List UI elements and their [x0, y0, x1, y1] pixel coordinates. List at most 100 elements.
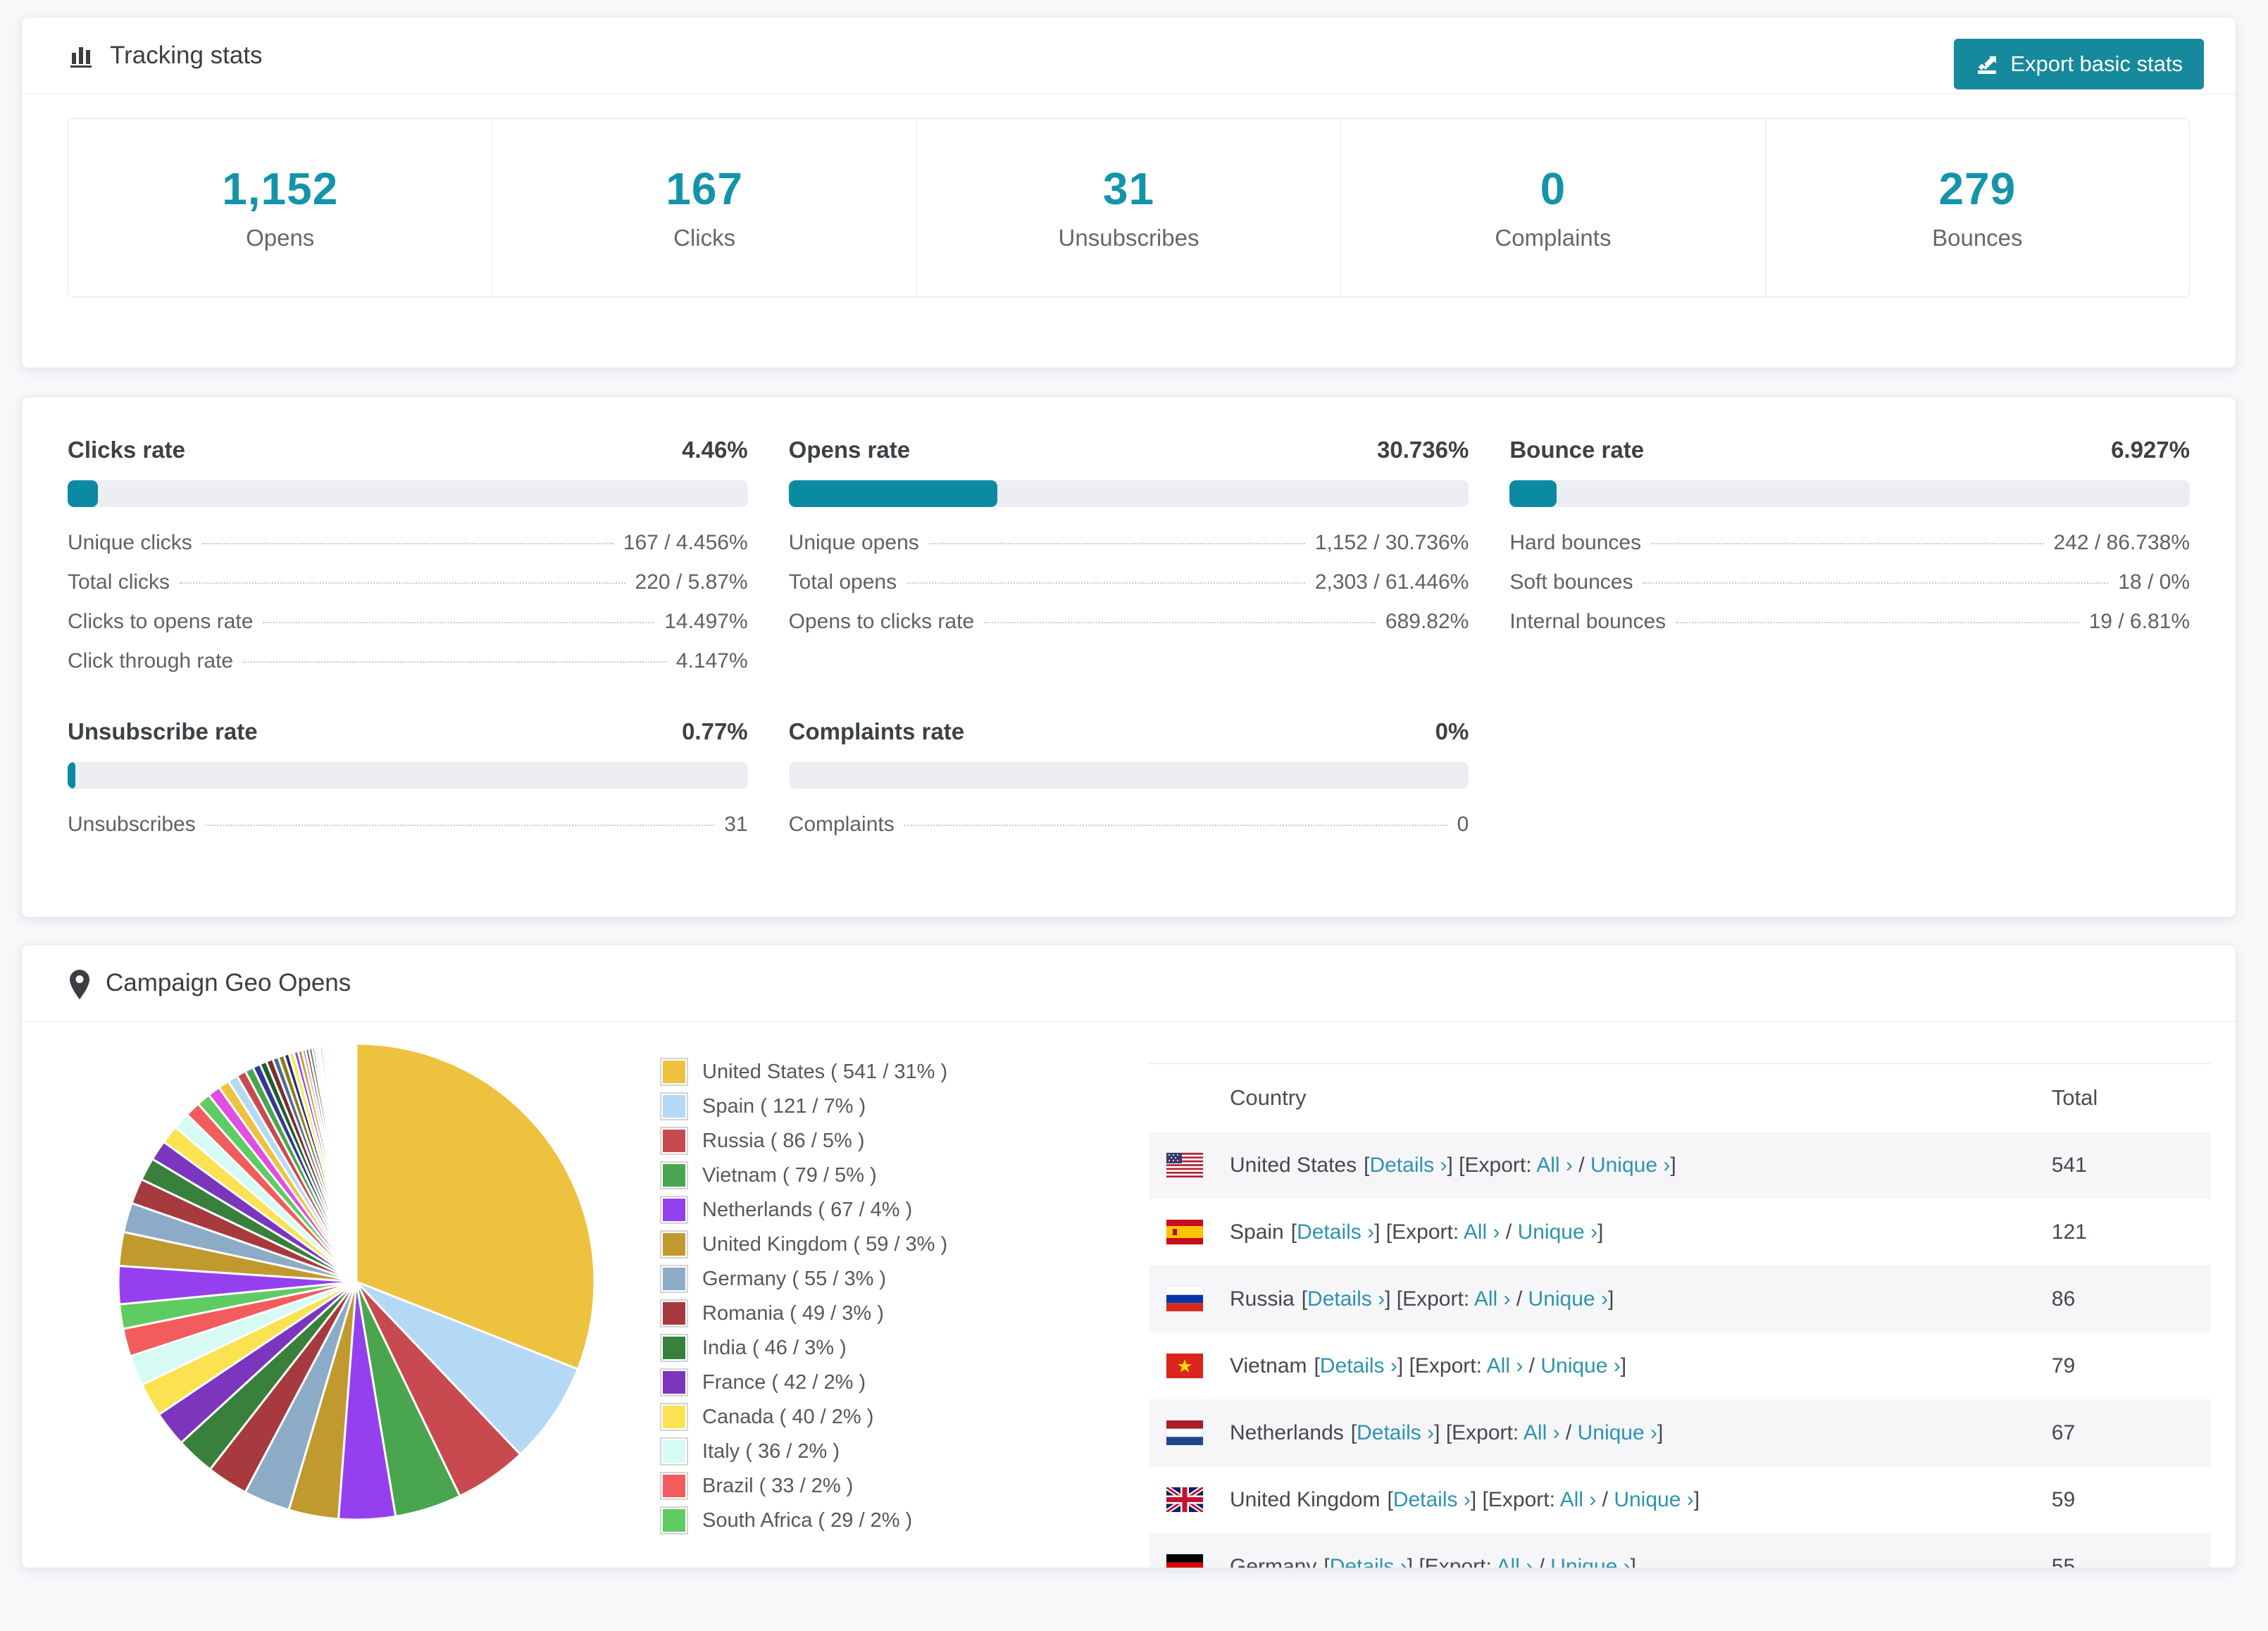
metric-row: Complaints 0: [788, 813, 1469, 836]
column-header-country: Country: [1230, 1085, 1307, 1110]
flag-us-icon: [1166, 1153, 1203, 1177]
country-name: Germany: [1230, 1554, 1317, 1568]
legend-swatch: [660, 1506, 688, 1535]
export-all-link[interactable]: All ›: [1559, 1487, 1597, 1511]
progress-bar: [1509, 480, 2190, 507]
stat-value: 31: [1102, 163, 1155, 214]
country-name: Netherlands: [1230, 1420, 1344, 1444]
progress-bar: [788, 480, 1469, 507]
metric-row: Clicks to opens rate 14.497%: [68, 610, 748, 633]
rate-value: 4.46%: [682, 437, 748, 463]
export-all-link[interactable]: All ›: [1463, 1220, 1500, 1244]
country-name: Vietnam: [1230, 1354, 1307, 1377]
details-link[interactable]: Details ›: [1319, 1354, 1397, 1377]
stat-complaints: 0 Complaints: [1340, 119, 1764, 296]
rate-title: Unsubscribe rate: [68, 718, 258, 744]
rate-title: Clicks rate: [68, 437, 185, 463]
export-all-link[interactable]: All ›: [1473, 1287, 1511, 1311]
export-unique-link[interactable]: Unique ›: [1590, 1153, 1671, 1177]
details-link[interactable]: Details ›: [1392, 1487, 1471, 1511]
country-name: United States: [1230, 1153, 1357, 1177]
legend-item: Canada ( 40 / 2% ): [659, 1402, 1054, 1432]
stat-unsubscribes: 31 Unsubscribes: [916, 119, 1340, 296]
details-link[interactable]: Details ›: [1329, 1554, 1407, 1568]
rate-block-complaints-rate: Complaints rate 0% Complaints 0: [788, 718, 1469, 836]
tracking-stats-header: Tracking stats Export basic stats: [22, 18, 2236, 94]
export-all-link[interactable]: All ›: [1496, 1554, 1533, 1568]
legend-item: Russia ( 86 / 5% ): [659, 1126, 1054, 1156]
legend-item: France ( 42 / 2% ): [659, 1368, 1054, 1397]
geo-country-table: Country Total United States [Details ›] […: [1149, 1063, 2211, 1568]
legend-swatch: [660, 1437, 688, 1466]
progress-bar: [68, 480, 748, 507]
table-row-es: Spain [Details ›] [Export: All › / Unique…: [1149, 1199, 2211, 1266]
metric-row: Opens to clicks rate 689.82%: [788, 610, 1469, 633]
stat-clicks: 167 Clicks: [492, 119, 916, 296]
export-unique-link[interactable]: Unique ›: [1577, 1420, 1658, 1444]
details-link[interactable]: Details ›: [1297, 1220, 1375, 1244]
export-unique-link[interactable]: Unique ›: [1550, 1554, 1631, 1568]
flag-de-icon: [1166, 1554, 1203, 1568]
geo-pie-legend: United States ( 541 / 31% ) Spain ( 121 …: [659, 1057, 1054, 1540]
stat-label: Clicks: [673, 225, 736, 251]
table-row-gb: United Kingdom [Details ›] [Export: All ›…: [1149, 1466, 2211, 1533]
flag-nl-icon: [1166, 1420, 1203, 1445]
country-name: United Kingdom: [1230, 1487, 1381, 1511]
rates-card: Clicks rate 4.46% Unique clicks 167 / 4.…: [21, 396, 2236, 918]
metric-row: Click through rate 4.147%: [68, 649, 748, 673]
stats-row: 1,152 Opens 167 Clicks 31 Unsubscribes 0…: [68, 118, 2190, 297]
legend-swatch: [660, 1161, 688, 1189]
legend-swatch: [660, 1368, 688, 1396]
rate-value: 30.736%: [1377, 437, 1469, 463]
stat-bounces: 279 Bounces: [1764, 119, 2189, 296]
legend-swatch: [660, 1403, 688, 1431]
metric-row: Hard bounces 242 / 86.738%: [1509, 531, 2190, 554]
metric-row: Total opens 2,303 / 61.446%: [788, 570, 1469, 594]
rate-title: Opens rate: [788, 437, 911, 463]
flag-vn-icon: [1166, 1354, 1203, 1378]
legend-item: Vietnam ( 79 / 5% ): [659, 1161, 1054, 1190]
export-unique-link[interactable]: Unique ›: [1614, 1487, 1694, 1511]
metric-row: Unique opens 1,152 / 30.736%: [788, 531, 1469, 554]
stat-value: 167: [666, 163, 743, 214]
export-all-link[interactable]: All ›: [1486, 1354, 1524, 1377]
export-unique-link[interactable]: Unique ›: [1517, 1220, 1597, 1244]
legend-item: United States ( 541 / 31% ): [659, 1057, 1054, 1087]
export-icon: [1978, 56, 1997, 74]
export-all-link[interactable]: All ›: [1536, 1153, 1573, 1177]
legend-swatch: [660, 1334, 688, 1362]
rate-block-bounce-rate: Bounce rate 6.927% Hard bounces 242 / 86…: [1509, 437, 2190, 672]
country-name: Russia: [1230, 1287, 1295, 1311]
legend-swatch: [660, 1265, 688, 1293]
geo-opens-header: Campaign Geo Opens: [22, 945, 2236, 1022]
table-row-de: Germany [Details ›] [Export: All › / Uniq…: [1149, 1533, 2211, 1568]
legend-item: India ( 46 / 3% ): [659, 1333, 1054, 1363]
rate-block-unsubscribe-rate: Unsubscribe rate 0.77% Unsubscribes 31: [68, 718, 748, 835]
rate-title: Bounce rate: [1509, 437, 1645, 463]
export-all-link[interactable]: All ›: [1523, 1420, 1560, 1444]
rate-block-opens-rate: Opens rate 30.736% Unique opens 1,152 / …: [788, 437, 1469, 672]
legend-swatch: [660, 1092, 688, 1120]
details-link[interactable]: Details ›: [1307, 1287, 1385, 1311]
details-link[interactable]: Details ›: [1369, 1153, 1447, 1177]
stat-label: Unsubscribes: [1058, 225, 1200, 251]
legend-item: South Africa ( 29 / 2% ): [659, 1506, 1054, 1535]
export-basic-stats-button[interactable]: Export basic stats: [1954, 39, 2204, 89]
legend-item: Romania ( 49 / 3% ): [659, 1299, 1054, 1328]
table-row-ru: Russia [Details ›] [Export: All › / Uniqu…: [1149, 1266, 2211, 1332]
country-total: 67: [2051, 1399, 2211, 1466]
metric-row: Unsubscribes 31: [68, 813, 748, 836]
stat-value: 0: [1540, 163, 1566, 214]
export-unique-link[interactable]: Unique ›: [1540, 1354, 1621, 1377]
metric-row: Internal bounces 19 / 6.81%: [1509, 610, 2190, 633]
stat-value: 1,152: [222, 163, 339, 214]
legend-item: United Kingdom ( 59 / 3% ): [659, 1230, 1054, 1259]
details-link[interactable]: Details ›: [1357, 1420, 1435, 1444]
column-header-total: Total: [2051, 1085, 2098, 1110]
progress-bar: [68, 762, 748, 789]
export-unique-link[interactable]: Unique ›: [1528, 1287, 1608, 1311]
geo-opens-card: Campaign Geo Opens United States ( 541 /…: [21, 944, 2236, 1568]
rate-block-clicks-rate: Clicks rate 4.46% Unique clicks 167 / 4.…: [68, 437, 748, 672]
stat-label: Opens: [246, 225, 315, 251]
map-pin-icon: [68, 969, 92, 999]
